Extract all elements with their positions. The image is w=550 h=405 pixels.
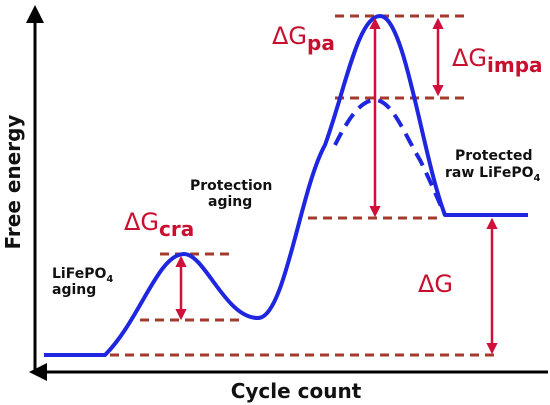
- dashed-levels: [110, 14, 500, 357]
- energy-curve: [44, 14, 528, 357]
- label-protected-raw: Protected raw LiFePO4: [445, 148, 541, 184]
- label-dg: ΔG: [418, 270, 453, 298]
- label-protection-aging: Protection aging: [190, 178, 277, 210]
- protected-curve: [333, 97, 447, 216]
- x-axis-label: Cycle count: [231, 379, 362, 403]
- label-lifepo4-aging: LiFePO4 aging: [52, 266, 118, 298]
- label-dg-pa: ΔGpa: [272, 22, 335, 55]
- label-dg-impa: ΔGimpa: [452, 44, 543, 77]
- delta-arrows: [175, 17, 498, 355]
- y-axis-label: Free energy: [1, 115, 25, 250]
- label-dg-cra: ΔGcra: [124, 208, 194, 241]
